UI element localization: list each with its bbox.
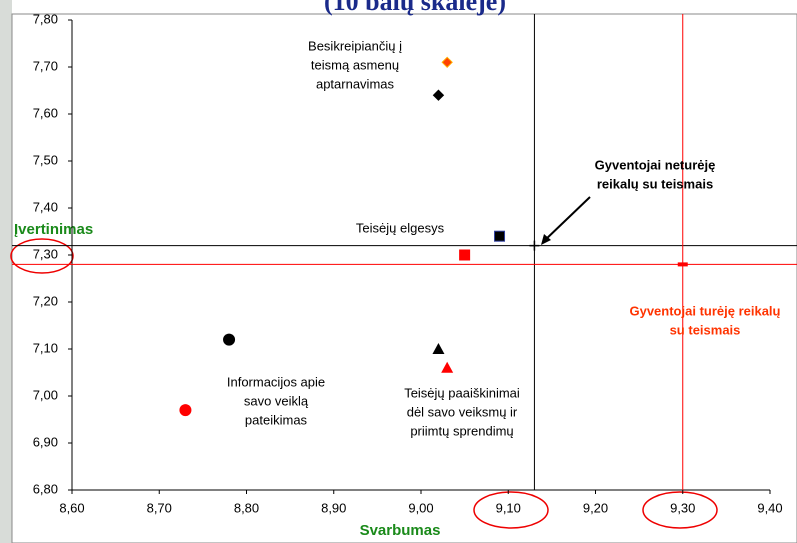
y-tick-label: 7,10 xyxy=(33,340,58,355)
x-tick-label: 9,40 xyxy=(757,500,782,515)
y-tick-label: 7,00 xyxy=(33,387,58,402)
point xyxy=(223,333,236,346)
point xyxy=(494,230,506,242)
annotation: Gyventojai turėję reikalų xyxy=(629,303,780,318)
x-axis-label: Svarbumas xyxy=(360,522,441,539)
point xyxy=(677,262,688,267)
annotation: dėl savo veiksmų ir xyxy=(407,404,518,419)
point xyxy=(432,343,445,354)
x-tick-label: 8,80 xyxy=(234,500,259,515)
annotation: reikalų su teismais xyxy=(597,176,713,191)
annotation: pateikimas xyxy=(245,412,308,427)
annotation: savo veiklą xyxy=(244,393,309,408)
point xyxy=(459,249,471,261)
annotation: priimtų sprendimų xyxy=(410,423,513,438)
y-tick-label: 7,70 xyxy=(33,58,58,73)
arrow-line xyxy=(542,196,591,243)
x-tick-label: 9,10 xyxy=(496,500,521,515)
annotation: teismą asmenų xyxy=(311,57,399,72)
y-tick-label: 7,50 xyxy=(33,152,58,167)
annotation: Gyventojai neturėję xyxy=(595,157,716,172)
annotation: Teisėjų elgesys xyxy=(356,220,445,235)
y-tick-label: 6,80 xyxy=(33,481,58,496)
point xyxy=(529,240,540,251)
x-tick-label: 9,30 xyxy=(670,500,695,515)
annotation: Teisėjų paaiškinimai xyxy=(404,385,520,400)
annotation: aptarnavimas xyxy=(316,76,395,91)
highlight-ellipse xyxy=(473,491,549,529)
y-tick-label: 7,30 xyxy=(33,246,58,261)
highlight-ellipses xyxy=(10,238,718,529)
slide-edge xyxy=(0,0,12,543)
y-tick-label: 7,60 xyxy=(33,105,58,120)
y-axis-label: Įvertinimas xyxy=(14,221,93,238)
x-tick-label: 8,60 xyxy=(59,500,84,515)
y-tick-label: 7,80 xyxy=(33,11,58,26)
point xyxy=(441,56,453,69)
annotation: su teismais xyxy=(670,322,741,337)
highlight-ellipse xyxy=(642,491,718,529)
point xyxy=(179,404,192,417)
y-tick-label: 6,90 xyxy=(33,434,58,449)
arrow-head xyxy=(541,234,551,245)
x-tick-label: 9,00 xyxy=(408,500,433,515)
point xyxy=(441,361,454,373)
annotation: Informacijos apie xyxy=(227,374,325,389)
x-tick-label: 9,20 xyxy=(583,500,608,515)
point xyxy=(432,89,445,101)
annotation: Besikreipiančių į xyxy=(308,38,402,53)
highlight-ellipse xyxy=(10,238,74,274)
chart-frame xyxy=(11,13,797,543)
y-tick-label: 7,20 xyxy=(33,293,58,308)
y-tick-label: 7,40 xyxy=(33,199,58,214)
x-tick-label: 8,90 xyxy=(321,500,346,515)
chart-title: (10 balų skalėje) xyxy=(324,0,506,16)
x-tick-label: 8,70 xyxy=(147,500,172,515)
